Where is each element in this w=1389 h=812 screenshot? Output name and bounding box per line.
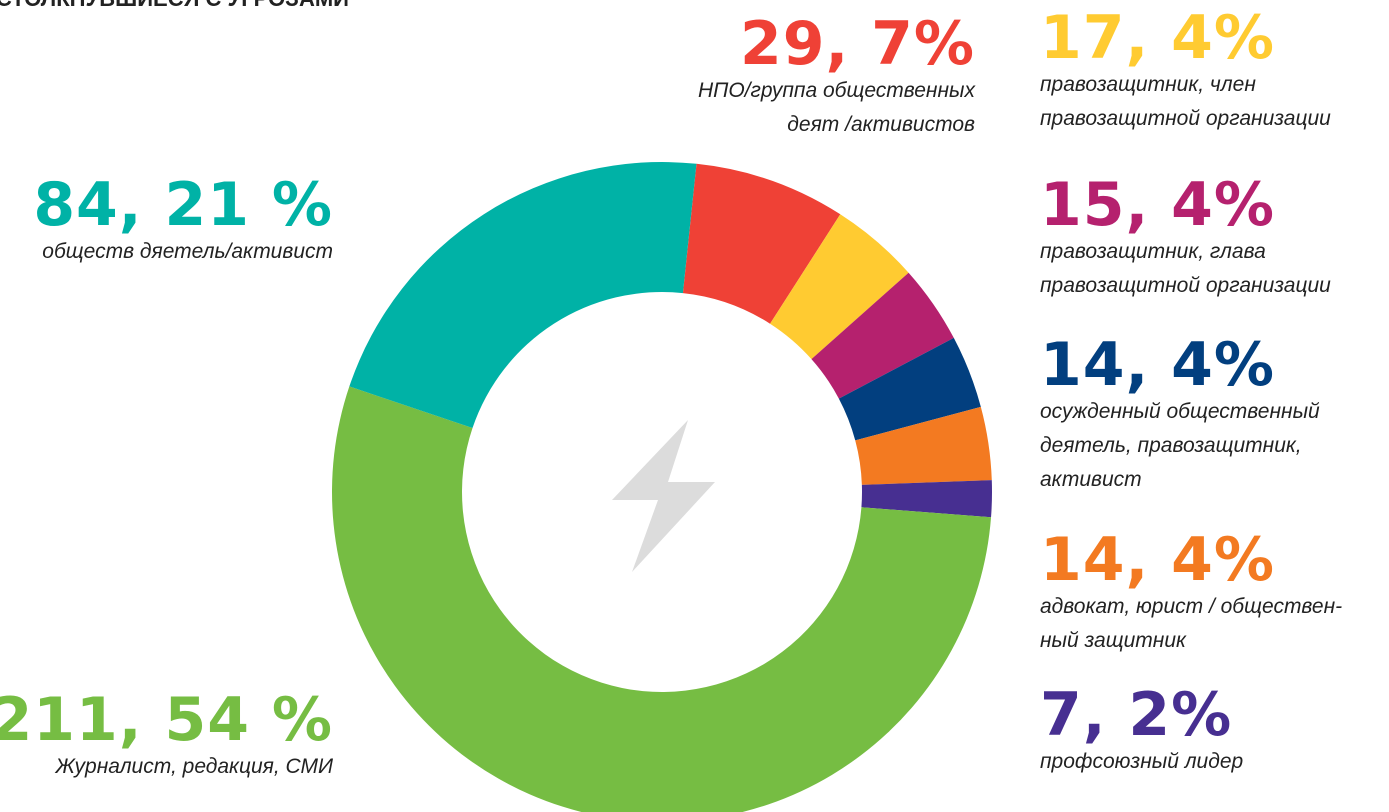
- category-label: профсоюзный лидер: [1040, 750, 1244, 773]
- segment-label: 84, 21 % обществ дяетель/активист: [33, 175, 333, 269]
- donut-segment: [811, 272, 954, 399]
- category-label: НПО/группа общественных деят /активистов: [697, 79, 975, 136]
- value-label: 14, 4%: [1040, 330, 1276, 400]
- category-label: адвокат, юрист / обществен- ный защитник: [1040, 595, 1343, 652]
- segment-label: 7, 2% профсоюзный лидер: [1040, 685, 1243, 779]
- segment-label: 15, 4% правозащитник, глава правозащитной…: [1040, 175, 1331, 303]
- chart-title: СТОЛКНУВШИЕСЯ С УГРОЗАМИ: [0, 0, 349, 12]
- value-label: 84, 21 %: [33, 170, 333, 240]
- segment-label: 14, 4% осужденный общественный деятель, п…: [1040, 335, 1320, 497]
- category-label: правозащитник, глава правозащитной орган…: [1040, 240, 1331, 297]
- donut-segment: [349, 162, 697, 429]
- segment-label: 17, 4% правозащитник, член правозащитной …: [1040, 8, 1331, 136]
- value-label: 7, 2%: [1040, 680, 1233, 750]
- value-label: 14, 4%: [1040, 525, 1276, 595]
- donut-segment: [861, 480, 992, 518]
- value-label: 17, 4%: [1040, 3, 1276, 73]
- donut-segment: [855, 406, 992, 485]
- segment-label: 29, 7% НПО/группа общественных деят /акти…: [698, 14, 975, 142]
- center-icon: [612, 420, 715, 572]
- value-label: 29, 7%: [739, 9, 975, 79]
- value-label: 15, 4%: [1040, 170, 1276, 240]
- donut-segment: [332, 386, 992, 812]
- segment-label: 211, 54 % Журналист, редакция, СМИ: [0, 690, 333, 784]
- donut-segment: [682, 163, 841, 324]
- category-label: Журналист, редакция, СМИ: [55, 755, 334, 778]
- segment-label: 14, 4% адвокат, юрист / обществен- ный за…: [1040, 530, 1342, 658]
- category-label: обществ дяетель/активист: [42, 240, 333, 263]
- donut-segment: [770, 214, 909, 360]
- value-label: 211, 54 %: [0, 685, 333, 755]
- category-label: осужденный общественный деятель, правоза…: [1040, 400, 1320, 491]
- donut-segment: [838, 337, 981, 441]
- category-label: правозащитник, член правозащитной органи…: [1040, 73, 1331, 130]
